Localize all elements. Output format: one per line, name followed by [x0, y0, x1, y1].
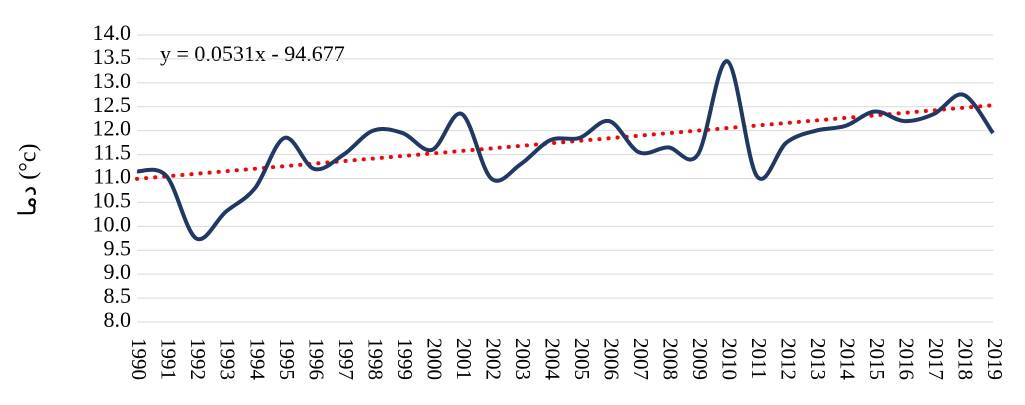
x-tick-label: 2001: [452, 338, 476, 380]
x-tick-label: 2019: [983, 338, 1007, 380]
x-tick-label: 2016: [895, 338, 919, 380]
x-tick-label: 1995: [275, 338, 299, 380]
x-tick-label: 2007: [629, 338, 653, 380]
x-tick-label: 2015: [865, 338, 889, 380]
x-tick-label: 1992: [186, 338, 210, 380]
y-tick-label: 11.0: [93, 164, 131, 189]
data-line: [136, 59, 995, 242]
x-tick-label: 1991: [157, 338, 181, 380]
x-tick-label: 2006: [599, 338, 623, 380]
x-tick-label: 2014: [836, 338, 860, 381]
y-tick-label: 12.0: [93, 116, 132, 141]
x-tick-label: 2013: [806, 338, 830, 380]
x-tick-label: 2003: [511, 338, 535, 380]
y-tick-label: 10.0: [93, 211, 132, 236]
x-tick-label: 1997: [334, 338, 358, 380]
x-tick-label: 1999: [393, 338, 417, 380]
y-tick-label: 13.0: [93, 68, 132, 93]
y-tick-label: 9.5: [104, 235, 132, 260]
x-tick-label: 1994: [245, 338, 269, 381]
trend-equation: y = 0.0531x - 94.677: [160, 41, 345, 66]
x-tick-label: 2011: [747, 338, 771, 379]
y-tick-label: 9.0: [104, 259, 132, 284]
x-tick-label: 2000: [422, 338, 446, 380]
y-tick-label: 8.5: [104, 283, 132, 308]
x-tick-label: 1998: [363, 338, 387, 380]
x-tick-label: 1993: [216, 338, 240, 380]
y-tick-label: 11.5: [93, 140, 131, 165]
y-tick-label: 10.5: [93, 187, 132, 212]
trendline: [135, 103, 995, 181]
x-tick-label: 2010: [718, 338, 742, 380]
x-tick-label: 1990: [127, 338, 151, 380]
y-axis-title: دما (°c): [16, 143, 42, 216]
y-tick-label: 8.0: [104, 307, 132, 332]
x-tick-label: 2004: [540, 338, 564, 381]
y-tick-label: 14.0: [93, 20, 132, 45]
x-tick-label: 2009: [688, 338, 712, 380]
y-tick-label: 13.5: [93, 44, 132, 69]
x-tick-label: 2017: [924, 338, 948, 380]
x-tick-label: 2018: [954, 338, 978, 380]
y-tick-label: 12.5: [93, 92, 132, 117]
x-tick-label: 2012: [777, 338, 801, 380]
x-tick-label: 2002: [481, 338, 505, 380]
x-tick-label: 2005: [570, 338, 594, 380]
x-tick-label: 2008: [658, 338, 682, 380]
x-tick-label: 1996: [304, 338, 328, 380]
